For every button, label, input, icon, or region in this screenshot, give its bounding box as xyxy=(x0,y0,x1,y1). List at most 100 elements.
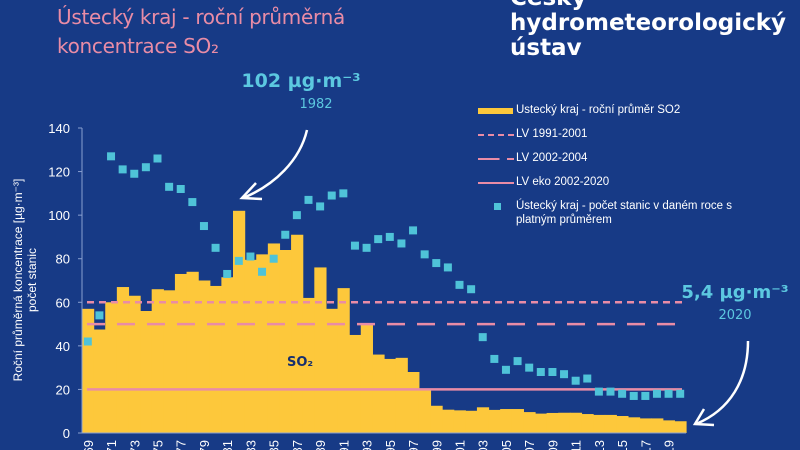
bar-2010 xyxy=(558,412,571,433)
station-count-2020 xyxy=(676,389,685,398)
station-count-2003 xyxy=(478,333,487,342)
x-tick-label-1993: 1993 xyxy=(360,440,375,450)
bar-1986 xyxy=(279,250,292,433)
station-count-1980 xyxy=(211,243,220,252)
station-count-1977 xyxy=(176,185,185,193)
station-count-1972 xyxy=(118,165,127,174)
x-tick-label-2003: 2003 xyxy=(476,440,491,450)
bar-1980 xyxy=(209,285,222,433)
station-count-1987 xyxy=(292,211,301,220)
chmi-logo: Český hydrometeorologický ústav xyxy=(510,0,786,61)
legend-label: LV eko 2002-2020 xyxy=(516,176,610,188)
station-count-1991 xyxy=(339,189,348,198)
arrow-2020 xyxy=(695,340,750,426)
legend-swatch-long-dash xyxy=(478,158,514,160)
x-tick-label-1975: 1975 xyxy=(151,440,166,450)
station-count-1973 xyxy=(130,169,139,178)
bar-1985 xyxy=(267,243,281,433)
station-count-1997 xyxy=(409,226,418,235)
bar-2006 xyxy=(511,409,524,433)
y-tick-label-60: 60 xyxy=(56,295,70,310)
annotation-2020-value: 5,4 µg·m⁻³ xyxy=(681,282,788,303)
x-tick-label-1991: 1991 xyxy=(336,440,351,450)
bar-2011 xyxy=(569,412,583,433)
bar-2014 xyxy=(604,414,617,433)
logo-line-2: hydrometeorologický xyxy=(510,10,787,36)
bar-1970 xyxy=(93,329,106,433)
bar-1972 xyxy=(116,287,130,433)
legend-swatch-square xyxy=(494,203,501,210)
bar-1991 xyxy=(337,288,350,433)
station-count-2011 xyxy=(571,376,580,385)
station-count-2015 xyxy=(618,389,627,398)
station-count-1989 xyxy=(316,202,325,211)
station-count-2001 xyxy=(455,280,464,289)
bar-1979 xyxy=(198,280,211,433)
bar-1974 xyxy=(140,311,153,433)
station-count-1981 xyxy=(223,269,232,278)
station-count-1993 xyxy=(362,243,371,252)
chart-title: Ústecký kraj - roční průměrná koncentrac… xyxy=(57,3,345,61)
station-count-2002 xyxy=(467,285,476,294)
station-count-1994 xyxy=(374,235,383,244)
bar-2002 xyxy=(465,410,478,433)
bar-1996 xyxy=(395,357,408,433)
bar-1981 xyxy=(221,277,234,433)
bar-2004 xyxy=(488,409,501,433)
legend-label: LV 2002-2004 xyxy=(516,152,588,164)
bar-1983 xyxy=(244,259,257,433)
bar-2013 xyxy=(593,414,606,433)
bar-2019 xyxy=(662,420,675,433)
arrow-2020-head xyxy=(692,408,715,427)
logo-line-1: Český xyxy=(510,0,786,11)
station-count-1984 xyxy=(258,267,267,276)
station-count-1999 xyxy=(432,259,441,268)
x-tick-label-2011: 2011 xyxy=(569,440,584,450)
x-tick-label-1979: 1979 xyxy=(197,440,212,450)
x-tick-label-1971: 1971 xyxy=(104,440,119,450)
station-count-2006 xyxy=(513,357,522,366)
station-count-2018 xyxy=(652,389,661,398)
x-tick-label-2013: 2013 xyxy=(592,440,607,450)
title-line-2: koncentrace SO₂ xyxy=(57,34,219,58)
bar-1990 xyxy=(325,308,339,433)
x-tick-label-1987: 1987 xyxy=(290,440,305,450)
bar-2009 xyxy=(546,412,559,433)
station-count-1996 xyxy=(397,239,406,248)
station-count-2014 xyxy=(606,387,615,396)
x-tick-label-1985: 1985 xyxy=(267,440,282,450)
x-tick-label-2007: 2007 xyxy=(522,440,537,450)
station-count-1971 xyxy=(107,152,116,161)
y-tick-label-80: 80 xyxy=(56,252,70,267)
station-count-1976 xyxy=(165,182,174,191)
bar-1973 xyxy=(128,295,141,433)
logo-line-3: ústav xyxy=(510,35,582,61)
bar-1994 xyxy=(372,354,385,433)
station-count-2008 xyxy=(536,368,545,376)
bar-1995 xyxy=(384,358,397,433)
bar-1969 xyxy=(82,308,95,433)
bar-1997 xyxy=(407,372,420,433)
station-count-2004 xyxy=(490,354,499,363)
arrow-1982 xyxy=(242,129,309,200)
bar-1976 xyxy=(163,290,176,433)
x-tick-label-2009: 2009 xyxy=(545,440,560,450)
station-count-2000 xyxy=(443,263,452,272)
station-count-2016 xyxy=(629,391,638,400)
x-tick-label-2015: 2015 xyxy=(615,440,630,450)
station-count-1979 xyxy=(199,222,208,231)
legend-label: Ustecký kraj - roční průměr SO2 xyxy=(516,104,681,116)
y-tick-label-140: 140 xyxy=(48,121,70,136)
station-count-2010 xyxy=(560,370,569,379)
bar-1989 xyxy=(314,267,327,433)
x-tick-label-1995: 1995 xyxy=(383,440,398,450)
bar-2020 xyxy=(674,421,687,433)
station-count-1969 xyxy=(83,337,92,346)
station-count-1970 xyxy=(95,311,104,320)
station-count-1992 xyxy=(350,241,359,250)
x-tick-label-1983: 1983 xyxy=(243,440,258,450)
bar-1987 xyxy=(291,234,304,433)
station-count-1998 xyxy=(420,250,429,259)
station-count-2009 xyxy=(548,368,557,376)
